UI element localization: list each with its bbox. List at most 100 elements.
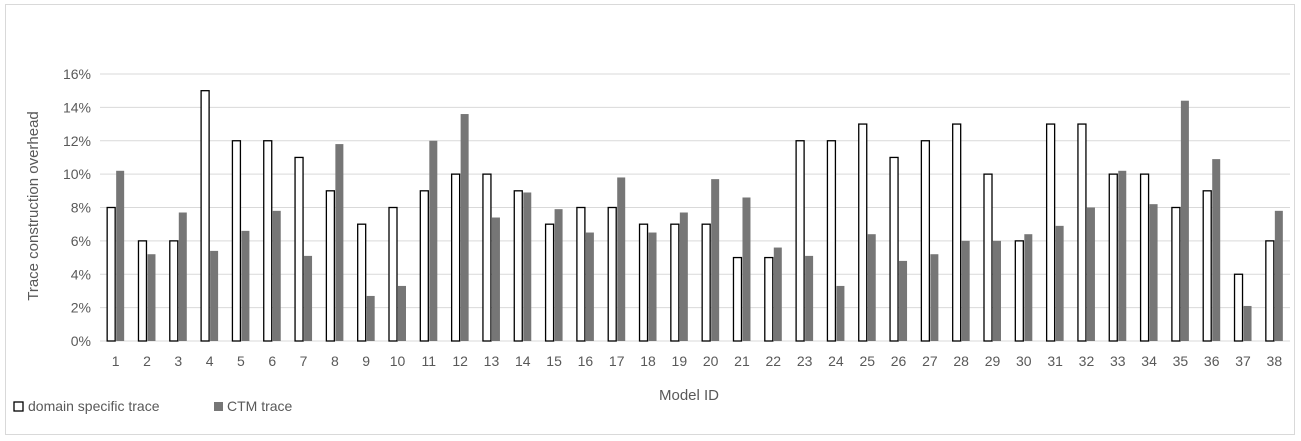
y-tick-label: 0% [71,333,91,349]
legend: domain specific trace CTM trace [13,398,293,414]
legend-label-domain-specific-trace: domain specific trace [28,398,160,414]
x-tick-label: 25 [859,353,875,369]
x-tick-label: 24 [828,353,844,369]
bar-ctm-trace [805,255,814,341]
bar-ctm-trace [1149,204,1158,341]
bar-ctm-trace [335,144,344,341]
bar-chart: 0%2%4%6%8%10%12%14%16% 1 2 3 4 5 6 7 8 9 10 11 12 13… [13,66,1290,414]
bar-ctm-trace [147,254,156,341]
bar-ctm-trace [585,232,594,341]
x-tick-label: 27 [922,353,938,369]
bar-domain-specific-trace [1233,273,1244,342]
x-tick-label: 17 [609,353,625,369]
chart-frame: 0% 2% 4% 6% 8% 10% 12% 14% 16% 1 2 3 4 5 6 7 8 9 10 11 12 13… [5,4,1295,435]
bar-ctm-trace [1180,100,1189,341]
bar-domain-specific-trace [450,173,461,342]
legend-swatch-domain-specific-trace [13,401,24,412]
bar-domain-specific-trace [1171,206,1181,342]
bar-ctm-trace [1086,207,1095,341]
bar-ctm-trace [867,234,876,341]
bar-domain-specific-trace [1265,240,1275,342]
bar-domain-specific-trace [670,223,680,342]
bar-ctm-trace [398,285,406,341]
bar-domain-specific-trace [1139,173,1150,342]
x-tick-label: 16 [578,353,594,369]
bar-domain-specific-trace [325,190,336,342]
bar-ctm-trace [429,140,438,341]
x-tick-label: 18 [640,353,656,369]
bar-domain-specific-trace [388,206,398,342]
legend-label-ctm-trace: CTM trace [227,398,293,414]
bar-domain-specific-trace [1077,123,1087,342]
y-tick-label: 2% [71,300,91,316]
bar-domain-specific-trace [983,173,993,342]
bar-ctm-trace [491,217,500,341]
bar-domain-specific-trace [231,140,242,342]
x-tick-label: 30 [1016,353,1032,369]
bar-domain-specific-trace [544,223,555,342]
y-tick-label: 8% [71,200,91,216]
x-tick-label: 19 [672,353,688,369]
x-tick-label: 1 [112,353,120,369]
bar-ctm-trace [554,209,563,341]
y-tick-label: 10% [63,166,91,182]
y-axis-label: Trace construction overhead [25,111,42,301]
x-tick-label: 26 [891,353,907,369]
bar-ctm-trace [1055,225,1064,341]
bar-domain-specific-trace [357,223,367,342]
bar-ctm-trace [1243,305,1252,341]
x-tick-label: 29 [985,353,1001,369]
bar-domain-specific-trace [263,140,273,342]
bar-domain-specific-trace [607,206,617,342]
bar-ctm-trace [1024,234,1033,341]
x-tick-label: 22 [766,353,782,369]
x-tick-label: 33 [1110,353,1126,369]
bar-domain-specific-trace [764,256,774,342]
x-tick-label: 21 [734,353,750,369]
x-tick-label: 11 [422,353,437,369]
x-tick-label: 28 [953,353,969,369]
bar-domain-specific-trace [858,123,868,342]
bar-ctm-trace [961,240,970,341]
x-tick-label: 3 [174,353,182,369]
x-tick-label: 37 [1235,353,1251,369]
y-tick-label: 12% [63,133,91,149]
y-tick-label: 16% [63,66,91,82]
bar-ctm-trace [648,232,657,341]
bar-ctm-trace [304,255,313,341]
bar-ctm-trace [773,247,782,341]
bar-domain-specific-trace [889,156,899,342]
bar-ctm-trace [178,212,187,341]
x-tick-label: 14 [515,353,531,369]
bar-domain-specific-trace [795,140,805,342]
bar-ctm-trace [1212,159,1221,341]
bar-domain-specific-trace [576,206,586,342]
x-tick-label: 20 [703,353,719,369]
bar-ctm-trace [836,285,845,341]
bar-domain-specific-trace [1202,190,1212,342]
x-tick-label: 35 [1173,353,1189,369]
x-tick-label: 34 [1141,353,1157,369]
bar-domain-specific-trace [169,240,179,342]
bar-ctm-trace [899,260,908,341]
bar-domain-specific-trace [1108,173,1118,342]
bar-ctm-trace [993,240,1001,341]
x-tick-label: 31 [1047,353,1063,369]
y-tick-label: 6% [71,233,91,249]
x-axis-label: Model ID [659,387,719,404]
x-tick-label: 36 [1204,353,1220,369]
bar-ctm-trace [679,212,688,341]
y-tick-label: 14% [63,99,91,115]
y-tick-labels: 0% 2% 4% 6% 8% 10% 12% 14% 16% [63,66,91,349]
x-tick-label: 12 [452,353,468,369]
bar-ctm-trace [1274,210,1283,341]
bar-ctm-trace [210,250,219,341]
bar-domain-specific-trace [200,90,210,342]
bar-ctm-trace [523,192,532,341]
bar-domain-specific-trace [513,190,523,342]
x-tick-label: 6 [268,353,276,369]
bar-domain-specific-trace [482,173,492,342]
x-tick-label: 4 [206,353,214,369]
bar-ctm-trace [930,254,939,341]
legend-swatch-ctm-trace [214,402,223,411]
